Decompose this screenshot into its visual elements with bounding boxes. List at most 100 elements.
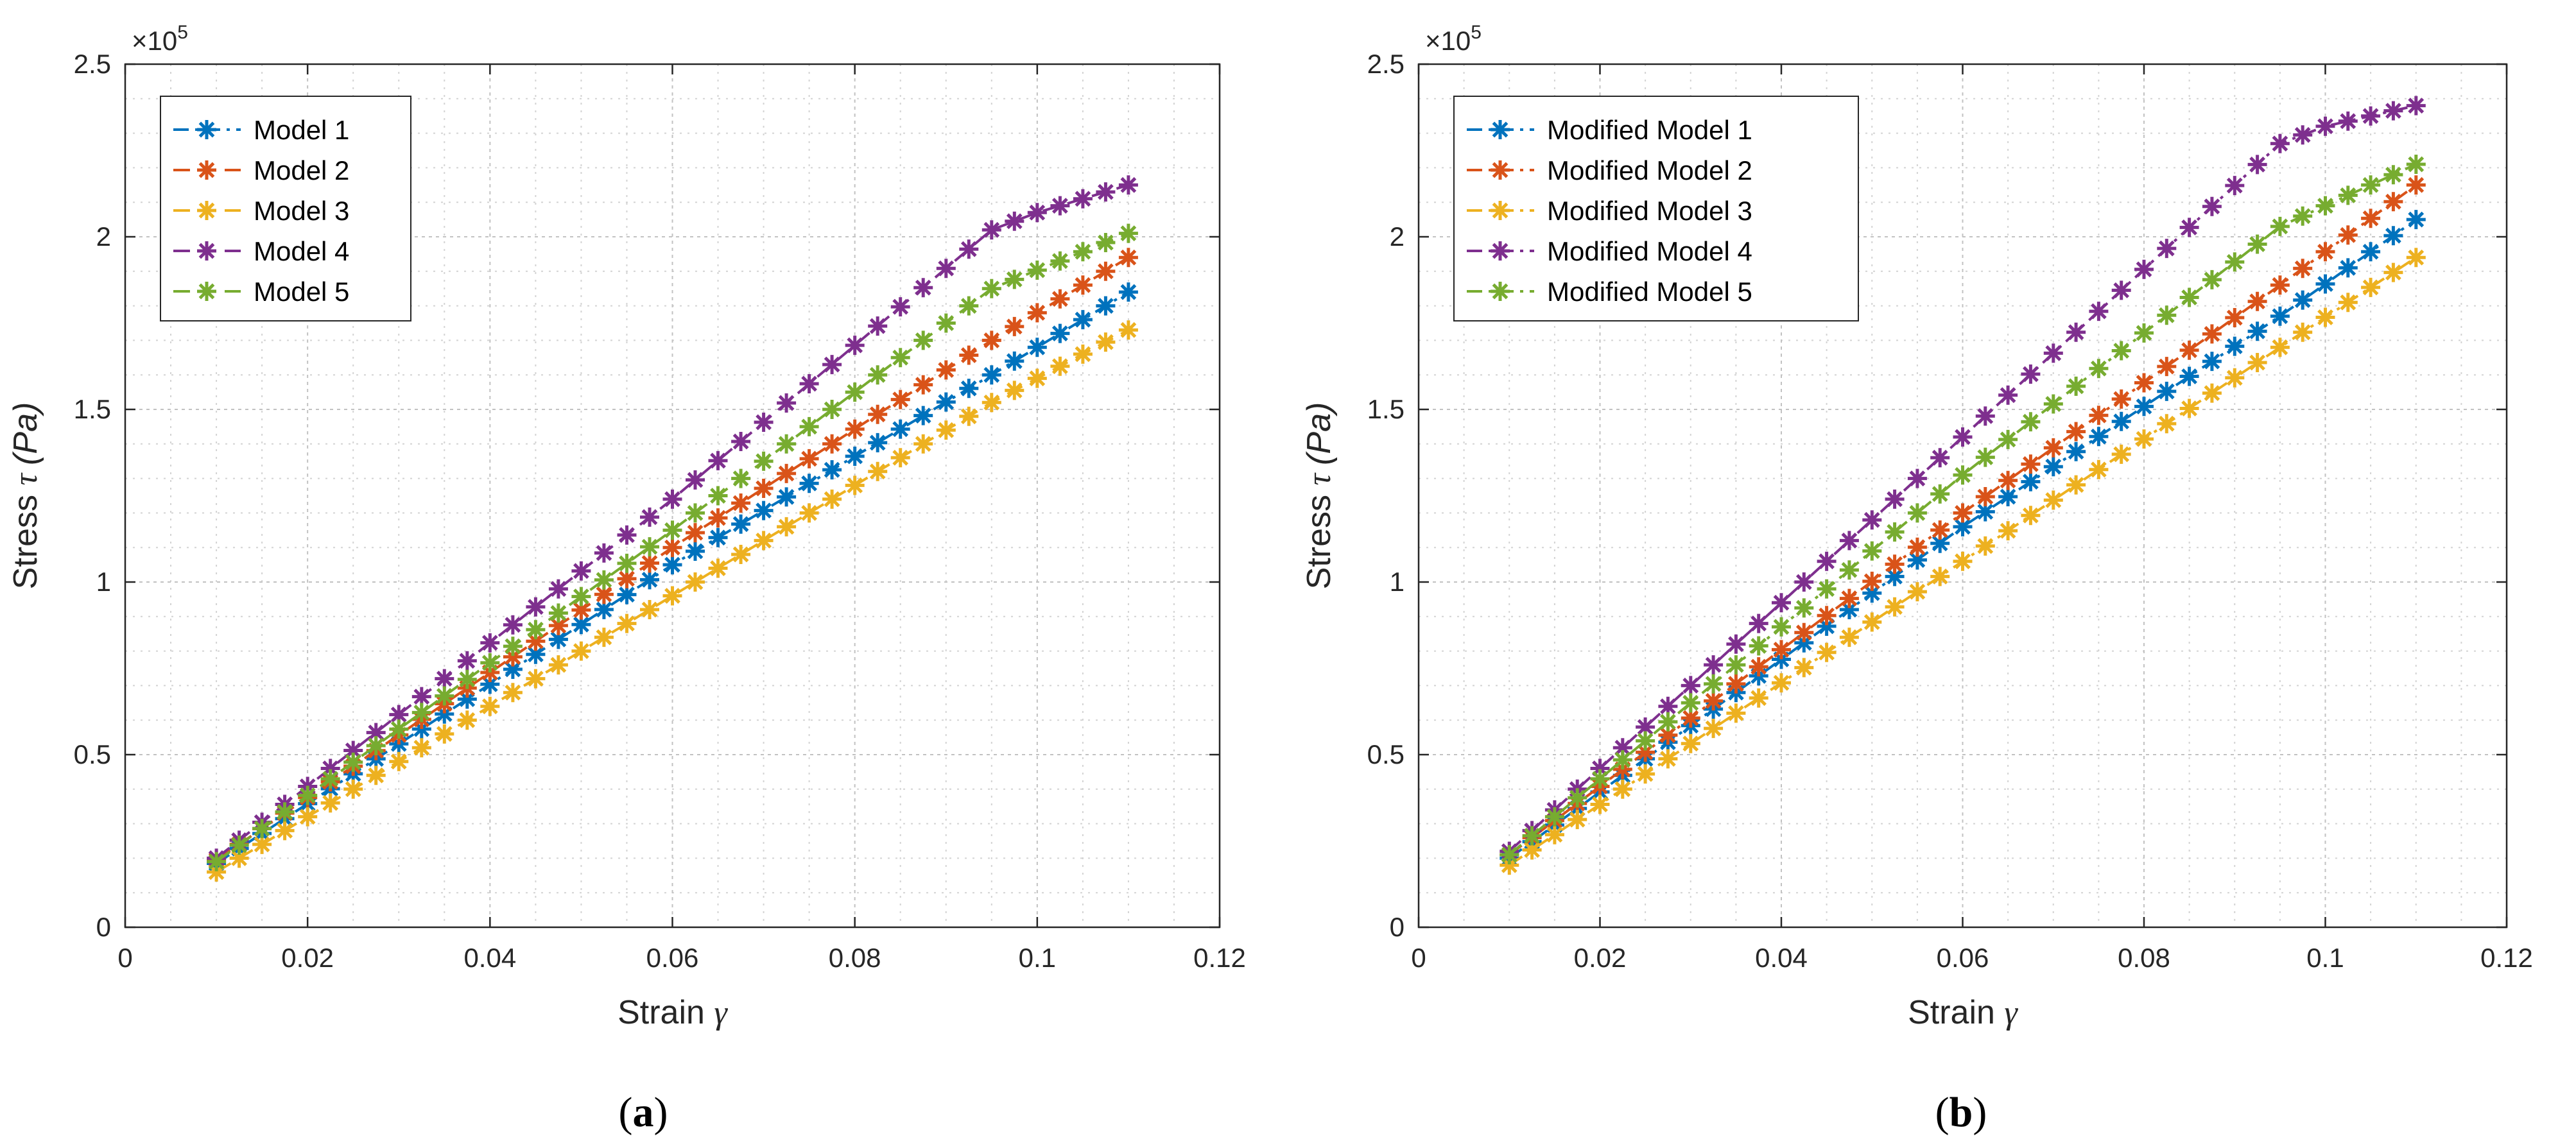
data-point-marker (936, 360, 956, 380)
data-point-marker (2202, 196, 2222, 216)
series-3 (1500, 248, 2426, 875)
data-point-marker (1817, 642, 1837, 662)
data-point-marker (435, 686, 454, 706)
data-point-marker (754, 413, 774, 432)
data-point-marker (2338, 258, 2358, 278)
data-point-marker (981, 365, 1001, 385)
data-point-marker (799, 503, 819, 523)
data-point-marker (845, 419, 865, 439)
data-point-marker (1862, 510, 1882, 530)
x-axis-label: Strain γ (1908, 994, 2018, 1031)
data-point-marker (2021, 454, 2041, 474)
data-point-marker (981, 330, 1001, 350)
legend-marker (1491, 120, 1510, 139)
series-3 (207, 320, 1138, 882)
data-point-marker (686, 572, 705, 592)
data-point-marker (1522, 826, 1542, 846)
data-point-marker (2066, 422, 2086, 441)
data-point-marker (1636, 717, 1655, 737)
data-point-marker (2202, 383, 2222, 403)
legend: Modified Model 1 Modified Model 2 Modified… (1453, 96, 1859, 321)
data-point-marker (526, 597, 546, 617)
data-point-marker (2066, 441, 2086, 461)
data-point-marker (2293, 206, 2313, 226)
data-point-marker (2043, 394, 2063, 414)
data-point-marker (1050, 196, 1070, 216)
data-point-marker (2247, 353, 2267, 372)
data-point-marker (1726, 703, 1746, 723)
legend: Model 1 Model 2 Model 3 Model 4 Model 5 (160, 96, 411, 321)
data-point-marker (1930, 448, 1950, 468)
data-point-marker (1522, 840, 1542, 860)
data-point-marker (799, 449, 819, 468)
data-point-marker (1998, 521, 2018, 541)
legend-entry: Model 1 (173, 115, 349, 145)
data-point-marker (1862, 571, 1882, 591)
data-point-marker (2111, 280, 2131, 300)
data-point-marker (503, 637, 523, 656)
data-point-marker (1885, 489, 1905, 509)
data-point-marker (2202, 270, 2222, 289)
data-point-marker (1953, 551, 1973, 571)
data-point-marker (708, 508, 728, 528)
legend-label: Modified Model 5 (1547, 277, 1752, 307)
data-point-marker (1005, 270, 1024, 289)
data-point-marker (2202, 352, 2222, 372)
data-point-marker (2134, 259, 2154, 279)
data-point-marker (1073, 242, 1093, 262)
data-point-marker (890, 390, 910, 409)
data-point-marker (1096, 332, 1116, 352)
data-point-marker (845, 382, 865, 402)
data-point-marker (1118, 248, 1138, 268)
data-point-marker (1658, 725, 1678, 745)
data-point-marker (548, 603, 568, 623)
data-point-marker (1862, 612, 1882, 632)
data-point-marker (2383, 101, 2403, 121)
data-point-marker (298, 807, 318, 827)
data-point-marker (457, 651, 477, 671)
panel-label: (a) (619, 1089, 668, 1136)
data-point-marker (1953, 427, 1973, 447)
data-point-marker (480, 653, 500, 673)
data-point-marker (662, 555, 682, 575)
data-point-marker (389, 751, 409, 771)
data-point-marker (571, 615, 591, 635)
data-point-marker (617, 525, 637, 545)
data-point-marker (2179, 287, 2199, 307)
data-point-marker (2179, 218, 2199, 237)
data-point-marker (503, 683, 523, 703)
data-point-marker (1118, 282, 1138, 302)
data-point-marker (252, 834, 272, 854)
data-point-marker (2270, 275, 2290, 295)
data-point-marker (526, 620, 546, 640)
data-point-marker (1975, 447, 1995, 467)
data-point-marker (2043, 490, 2063, 510)
data-point-marker (2338, 225, 2358, 245)
data-point-marker (1930, 484, 1950, 504)
data-point-marker (571, 600, 591, 620)
data-point-marker (1885, 522, 1905, 542)
data-point-marker (2247, 234, 2267, 254)
x-tick-label: 0.1 (1019, 943, 1056, 973)
data-point-marker (2043, 457, 2063, 477)
data-point-marker (2157, 357, 2177, 377)
data-point-marker (343, 752, 363, 772)
data-point-marker (1998, 487, 2018, 506)
data-point-marker (981, 393, 1001, 413)
data-point-marker (1027, 303, 1047, 323)
legend-entry: Modified Model 4 (1467, 236, 1752, 266)
data-point-marker (1636, 731, 1655, 751)
data-point-marker (1907, 537, 1927, 557)
data-point-marker (2157, 381, 2177, 401)
data-point-marker (640, 507, 659, 527)
data-point-marker (1907, 582, 1927, 602)
data-point-marker (1658, 749, 1678, 769)
x-tick-label: 0.06 (646, 943, 699, 973)
y-tick-label: 0 (1390, 912, 1405, 942)
data-point-marker (2021, 472, 2041, 492)
legend-marker (1491, 282, 1510, 301)
data-point-marker (1544, 825, 1564, 844)
data-point-marker (662, 489, 682, 509)
data-point-marker (1975, 406, 1995, 426)
legend-entry: Modified Model 3 (1467, 196, 1752, 226)
